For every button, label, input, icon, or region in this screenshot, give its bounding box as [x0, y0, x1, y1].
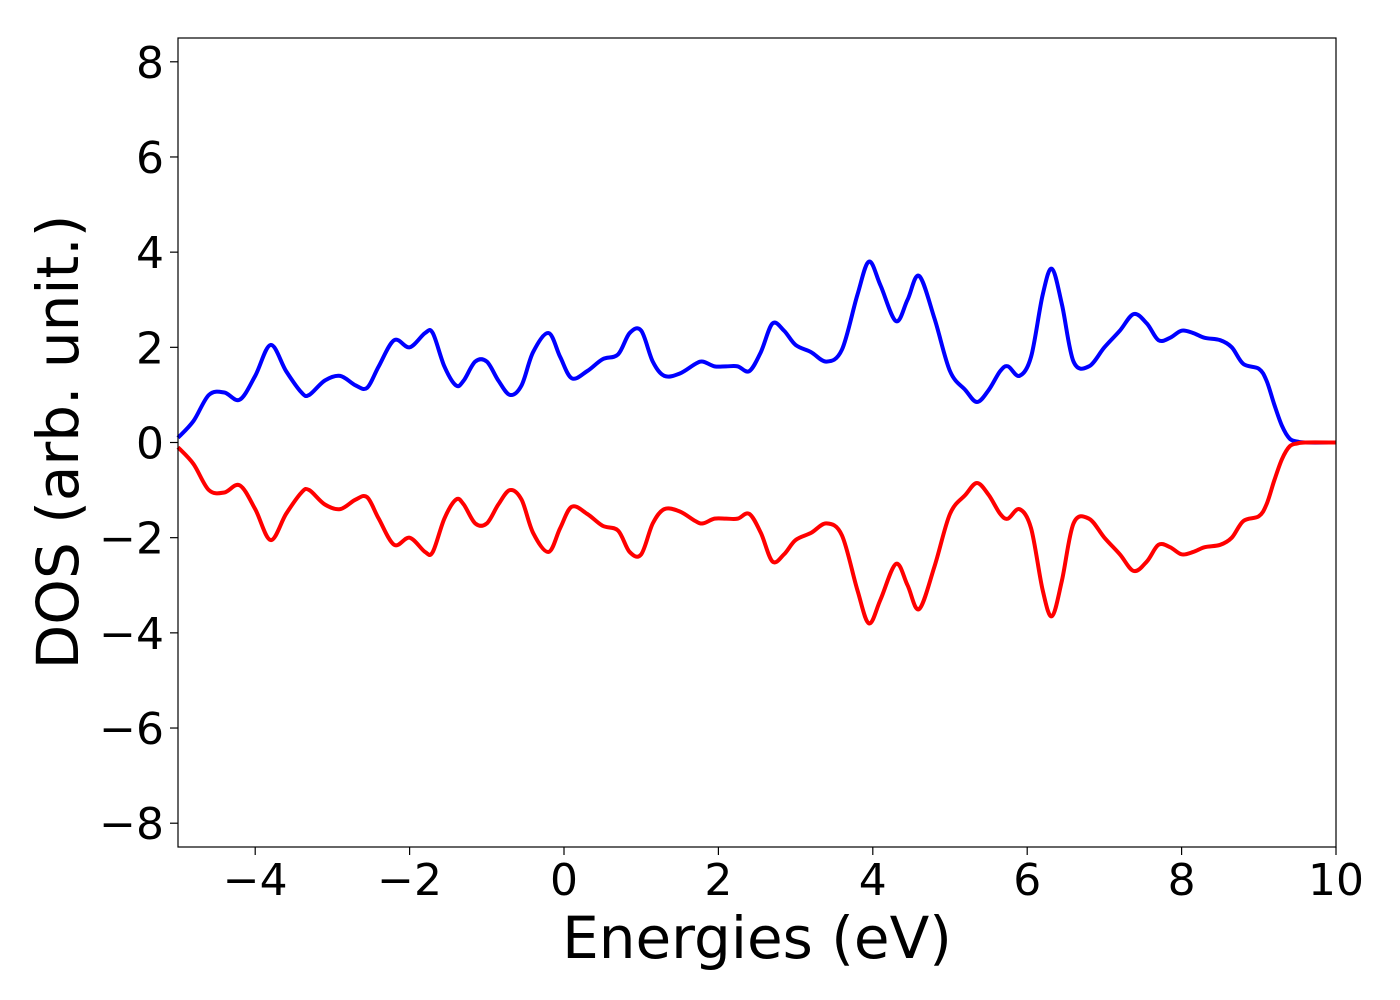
y-tick-label: −2 [99, 514, 164, 565]
dos-series-line-down [176, 440, 1337, 626]
y-tick-label: 8 [136, 38, 164, 89]
x-tick-label: 0 [550, 855, 578, 906]
y-tick-label: 2 [136, 323, 164, 374]
x-tick-label: 6 [1013, 855, 1041, 906]
series-layer [176, 259, 1337, 626]
dos-series-line-up [176, 259, 1337, 445]
x-axis-label: Energies (eV) [562, 904, 952, 972]
y-tick-label: −6 [99, 704, 164, 755]
y-tick-label: 4 [136, 228, 164, 279]
y-axis-label: DOS (arb. unit.) [24, 215, 92, 670]
y-axis-ticks: −8 −6 −4 −2 0 2 4 6 8 [99, 38, 178, 850]
x-tick-label: 8 [1168, 855, 1196, 906]
x-tick-label: 2 [704, 855, 732, 906]
y-tick-label: −4 [99, 609, 164, 660]
x-tick-label: 4 [859, 855, 887, 906]
x-tick-label: 10 [1308, 855, 1364, 906]
x-tick-label: −2 [377, 855, 442, 906]
y-tick-label: 0 [136, 419, 164, 470]
y-tick-label: −8 [99, 799, 164, 850]
x-tick-label: −4 [223, 855, 288, 906]
y-tick-label: 6 [136, 133, 164, 184]
plot-frame [177, 37, 1337, 848]
x-axis-ticks: −4 −2 0 2 4 6 8 10 [223, 847, 1364, 906]
